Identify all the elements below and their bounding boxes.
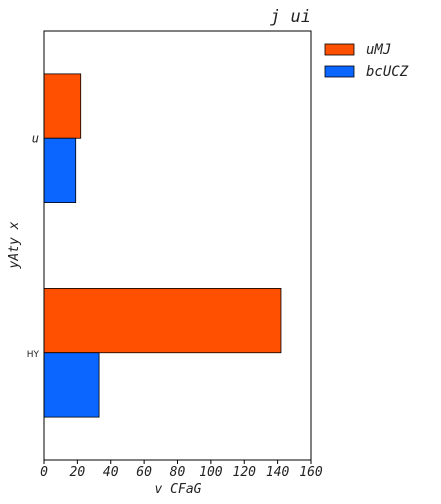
x-tick-label-0: 0 [40,465,48,480]
legend-label-uMJ: uMJ [366,42,391,58]
y-axis-category-labels: u HY [27,131,40,360]
x-axis-label: v CFaG [155,482,202,497]
legend-swatch-bcUCZ [324,65,355,78]
bars-layer [43,73,282,418]
category-label-HY: HY [27,350,40,360]
x-tick-label-120: 120 [233,465,257,480]
x-axis-ticks: 0 20 40 60 80 100 120 140 160 [40,460,323,480]
x-tick-label-20: 20 [70,465,86,480]
bar-bcUCZ-u [43,137,77,203]
bar-uMJ-HY [43,287,282,354]
x-tick-label-40: 40 [103,465,119,480]
x-tick-label-100: 100 [199,465,223,480]
legend: uMJ bcUCZ [324,42,409,80]
x-tick-label-140: 140 [266,465,290,480]
bar-uMJ-u [43,73,82,139]
x-tick-label-160: 160 [299,465,323,480]
legend-swatch-uMJ [324,43,355,56]
x-tick-label-80: 80 [170,465,186,480]
category-label-u: u [32,131,39,145]
legend-label-bcUCZ: bcUCZ [366,64,409,80]
chart-title: j ui [270,7,311,27]
x-tick-label-60: 60 [136,465,152,480]
bar-bcUCZ-HY [43,352,100,418]
y-axis-label: yAty x [7,221,22,269]
